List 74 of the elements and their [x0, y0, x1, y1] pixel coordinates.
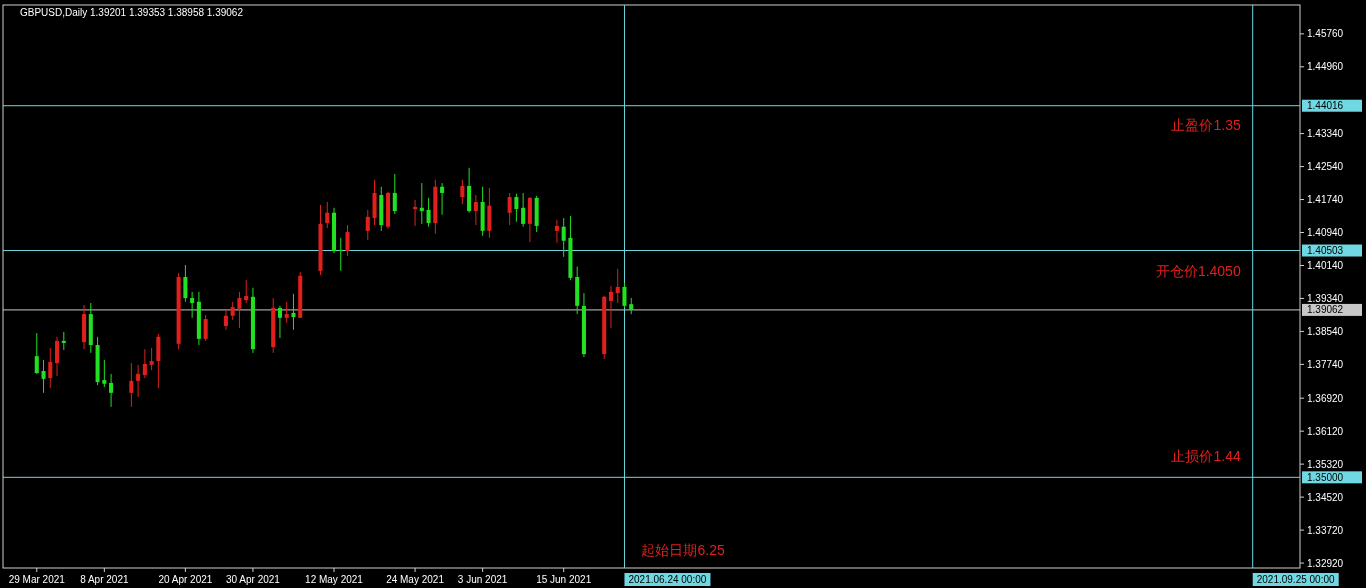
annotation: 起始日期6.25: [641, 541, 725, 558]
ref-line-label: 1.35000: [1307, 471, 1344, 483]
candlestick: [237, 291, 242, 329]
x-tick-label: 20 Apr 2021: [158, 574, 213, 585]
annotation: 开仓价1.4050: [1155, 262, 1241, 279]
candlestick: [514, 193, 519, 223]
y-tick-label: 1.40940: [1307, 227, 1344, 239]
candlestick: [109, 373, 114, 408]
x-tick-label: 12 May 2021: [305, 574, 364, 585]
ref-line-label: 1.40503: [1307, 245, 1344, 257]
y-tick-label: 1.34520: [1307, 491, 1344, 503]
candlestick: [102, 359, 107, 388]
candlestick: [136, 364, 141, 398]
y-tick-label: 1.44960: [1307, 61, 1344, 73]
candlestick: [48, 347, 53, 389]
candlestick: [440, 182, 445, 216]
chart-title: GBPUSD,Daily 1.39201 1.39353 1.38958 1.39062: [20, 7, 244, 18]
y-tick-label: 1.33720: [1307, 524, 1344, 536]
candlestick: [223, 309, 228, 331]
y-tick-label: 1.35320: [1307, 458, 1344, 470]
candlestick: [129, 362, 134, 408]
candlestick: [622, 282, 627, 309]
candlestick: [392, 173, 397, 215]
candlestick: [521, 192, 526, 228]
candlestick: [61, 331, 66, 351]
candlestick: [183, 264, 188, 303]
candlestick: [561, 217, 566, 258]
y-tick-label: 1.36120: [1307, 425, 1344, 437]
candlestick: [34, 332, 39, 375]
candlestick: [230, 301, 235, 321]
y-tick-label: 1.42540: [1307, 161, 1344, 173]
ref-line-label: 1.39062: [1307, 304, 1344, 316]
candlestick: [365, 209, 370, 241]
candlestick: [426, 197, 431, 228]
candlestick: [203, 314, 208, 342]
y-tick-label: 1.38540: [1307, 325, 1344, 337]
candlestick: [291, 293, 296, 331]
ref-line-label: 2021.09.25 00:00: [1256, 574, 1335, 585]
candlestick: [325, 201, 330, 229]
candlestick: [142, 348, 147, 379]
candlestick: [149, 347, 154, 371]
candlestick: [554, 219, 559, 244]
candlestick: [190, 291, 195, 319]
x-tick-label: 30 Apr 2021: [225, 574, 281, 585]
y-tick-label: 1.36920: [1307, 392, 1344, 404]
candlestick: [608, 285, 613, 329]
ref-line-label: 1.44016: [1307, 100, 1344, 112]
x-tick-label: 29 Mar 2021: [8, 574, 66, 585]
x-tick-label: 3 Jun 2021: [457, 574, 508, 585]
x-tick-label: 15 Jun 2021: [536, 574, 592, 585]
ref-line-label: 2021.06.24 00:00: [628, 574, 707, 585]
annotation: 止损价1.44: [1171, 447, 1241, 464]
candlestick: [55, 336, 60, 377]
x-tick-label: 24 May 2021: [386, 574, 445, 585]
candlestick: [41, 359, 46, 394]
candlestick: [419, 182, 424, 225]
candlestick: [413, 199, 418, 227]
candlestick: [345, 224, 350, 257]
y-tick-label: 1.32920: [1307, 557, 1344, 569]
y-tick-label: 1.45760: [1307, 28, 1344, 40]
candlestick: [473, 194, 478, 226]
candlestick: [244, 279, 249, 304]
candlestick: [277, 305, 282, 339]
y-tick-label: 1.41740: [1307, 194, 1344, 206]
y-tick-label: 1.43340: [1307, 128, 1344, 140]
candlestick: [615, 268, 620, 304]
candlestick: [460, 179, 465, 205]
y-tick-label: 1.40140: [1307, 259, 1344, 271]
x-tick-label: 8 Apr 2021: [80, 574, 129, 585]
annotation: 止盈价1.35: [1171, 116, 1241, 133]
candlestick: [507, 192, 512, 226]
candlestick: [284, 301, 289, 324]
y-tick-label: 1.39340: [1307, 292, 1344, 304]
y-tick-label: 1.37740: [1307, 358, 1344, 370]
